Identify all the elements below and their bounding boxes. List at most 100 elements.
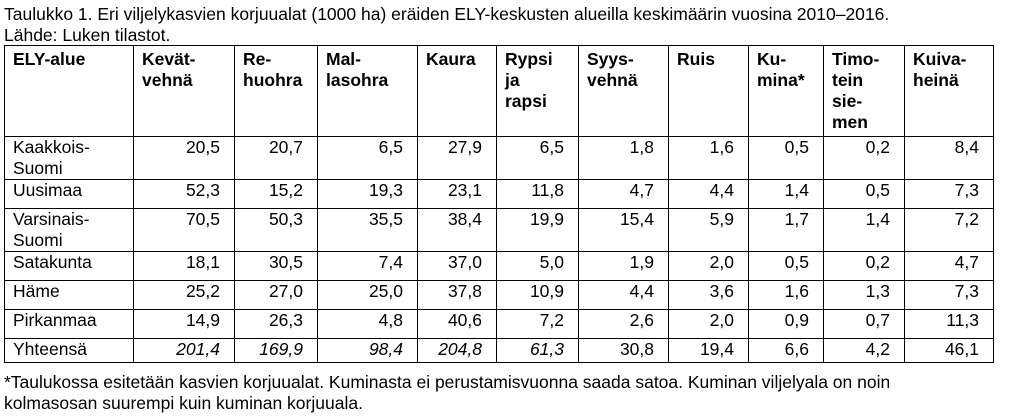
value-cell: 4,7 [578, 179, 669, 209]
header-cell-kevatvehna: Kevät- vehnä [133, 45, 235, 137]
value-cell: 1,6 [748, 280, 824, 310]
table-row: Häme 25,2 27,0 25,0 37,8 10,9 4,4 3,6 1,6 1,3 7,3 [4, 280, 994, 310]
value-cell: 35,5 [317, 208, 418, 252]
region-cell: Häme [4, 280, 134, 310]
value-cell: 7,3 [904, 179, 994, 209]
table-row: Kaakkois- Suomi 20,5 20,7 6,5 27,9 6,5 1,8 1,6 0… [4, 136, 994, 180]
region-cell: Pirkanmaa [4, 309, 134, 339]
value-cell: 4,8 [317, 309, 418, 339]
value-cell: 37,0 [417, 251, 497, 281]
value-cell: 4,7 [904, 251, 994, 281]
value-cell: 25,2 [133, 280, 235, 310]
value-cell: 1,4 [823, 208, 905, 252]
value-cell: 6,6 [748, 338, 824, 363]
region-cell: Yhteensä [4, 338, 134, 363]
value-cell: 6,5 [496, 136, 579, 180]
region-cell: Satakunta [4, 251, 134, 281]
value-cell: 7,2 [904, 208, 994, 252]
value-cell: 14,9 [133, 309, 235, 339]
value-cell: 20,5 [133, 136, 235, 180]
value-cell: 4,2 [823, 338, 905, 363]
value-cell: 2,6 [578, 309, 669, 339]
value-cell: 11,8 [496, 179, 579, 209]
table-body: Kaakkois- Suomi 20,5 20,7 6,5 27,9 6,5 1,8 1,6 0… [4, 136, 994, 363]
value-cell: 7,3 [904, 280, 994, 310]
value-cell: 61,3 [496, 338, 579, 363]
table-header-row: ELY-alue Kevät- vehnä Re- huohra Mal- la… [4, 45, 994, 137]
header-cell-ruis: Ruis [668, 45, 749, 137]
value-cell: 19,4 [668, 338, 749, 363]
header-cell-syysvehna: Syys- vehnä [578, 45, 669, 137]
value-cell: 0,9 [748, 309, 824, 339]
value-cell: 7,4 [317, 251, 418, 281]
table-row: Uusimaa 52,3 15,2 19,3 23,1 11,8 4,7 4,4 1,4 0,5 7… [4, 179, 994, 209]
header-cell-kumina: Ku- mina* [748, 45, 824, 137]
value-cell: 18,1 [133, 251, 235, 281]
value-cell: 52,3 [133, 179, 235, 209]
region-cell: Kaakkois- Suomi [4, 136, 134, 180]
header-cell-rehuohra: Re- huohra [234, 45, 318, 137]
value-cell: 4,4 [668, 179, 749, 209]
region-cell: Varsinais- Suomi [4, 208, 134, 252]
value-cell: 1,7 [748, 208, 824, 252]
table-caption: Taulukko 1. Eri viljelykasvien korjuuala… [4, 4, 889, 46]
value-cell: 4,4 [578, 280, 669, 310]
value-cell: 27,9 [417, 136, 497, 180]
value-cell: 10,9 [496, 280, 579, 310]
value-cell: 25,0 [317, 280, 418, 310]
value-cell: 1,4 [748, 179, 824, 209]
value-cell: 1,3 [823, 280, 905, 310]
value-cell: 5,0 [496, 251, 579, 281]
value-cell: 0,5 [748, 136, 824, 180]
value-cell: 46,1 [904, 338, 994, 363]
value-cell: 30,5 [234, 251, 318, 281]
table-row: Varsinais- Suomi 70,5 50,3 35,5 38,4 19,9 15,4… [4, 208, 994, 252]
value-cell: 1,9 [578, 251, 669, 281]
value-cell: 1,8 [578, 136, 669, 180]
value-cell: 2,0 [668, 251, 749, 281]
value-cell: 20,7 [234, 136, 318, 180]
harvest-area-table: ELY-alue Kevät- vehnä Re- huohra Mal- la… [4, 45, 994, 363]
value-cell: 19,9 [496, 208, 579, 252]
value-cell: 23,1 [417, 179, 497, 209]
value-cell: 30,8 [578, 338, 669, 363]
value-cell: 7,2 [496, 309, 579, 339]
value-cell: 50,3 [234, 208, 318, 252]
value-cell: 2,0 [668, 309, 749, 339]
value-cell: 19,3 [317, 179, 418, 209]
footnote-line: *Taulukossa esitetään kasvien korjuualat… [4, 372, 891, 392]
header-cell-kaura: Kaura [417, 45, 497, 137]
value-cell: 37,8 [417, 280, 497, 310]
value-cell: 0,5 [823, 179, 905, 209]
value-cell: 8,4 [904, 136, 994, 180]
caption-title: Taulukko 1. Eri viljelykasvien korjuuala… [4, 4, 890, 24]
value-cell: 15,4 [578, 208, 669, 252]
value-cell: 26,3 [234, 309, 318, 339]
value-cell: 204,8 [417, 338, 497, 363]
value-cell: 6,5 [317, 136, 418, 180]
value-cell: 0,7 [823, 309, 905, 339]
value-cell: 40,6 [417, 309, 497, 339]
table-row: Pirkanmaa 14,9 26,3 4,8 40,6 7,2 2,6 2,0 0,9 0,7 1… [4, 309, 994, 339]
header-cell-timotein-siemen: Timo- tein sie- men [823, 45, 905, 137]
caption-source: Lähde: Luken tilastot. [4, 25, 171, 45]
table-footnote: *Taulukossa esitetään kasvien korjuualat… [4, 372, 890, 414]
value-cell: 3,6 [668, 280, 749, 310]
header-cell-kuivaheina: Kuiva- heinä [904, 45, 994, 137]
value-cell: 1,6 [668, 136, 749, 180]
value-cell: 0,2 [823, 136, 905, 180]
value-cell: 5,9 [668, 208, 749, 252]
value-cell: 201,4 [133, 338, 235, 363]
value-cell: 70,5 [133, 208, 235, 252]
value-cell: 169,9 [234, 338, 318, 363]
table-row: Satakunta 18,1 30,5 7,4 37,0 5,0 1,9 2,0 0,5 0,2 4… [4, 251, 994, 281]
header-cell-ely-alue: ELY-alue [4, 45, 134, 137]
value-cell: 38,4 [417, 208, 497, 252]
footnote-line: kolmasosan suurempi kuin kuminan korjuua… [4, 393, 363, 413]
header-cell-mallasohra: Mal- lasohra [317, 45, 418, 137]
table-row: Yhteensä 201,4 169,9 98,4 204,8 61,3 30,8 19,4 6… [4, 338, 994, 363]
value-cell: 15,2 [234, 179, 318, 209]
value-cell: 0,2 [823, 251, 905, 281]
value-cell: 27,0 [234, 280, 318, 310]
region-cell: Uusimaa [4, 179, 134, 209]
